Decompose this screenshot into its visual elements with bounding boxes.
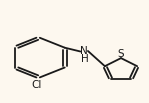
Text: H: H: [81, 54, 89, 64]
Text: S: S: [118, 49, 124, 59]
Text: Cl: Cl: [32, 80, 42, 90]
Text: N: N: [80, 46, 88, 56]
